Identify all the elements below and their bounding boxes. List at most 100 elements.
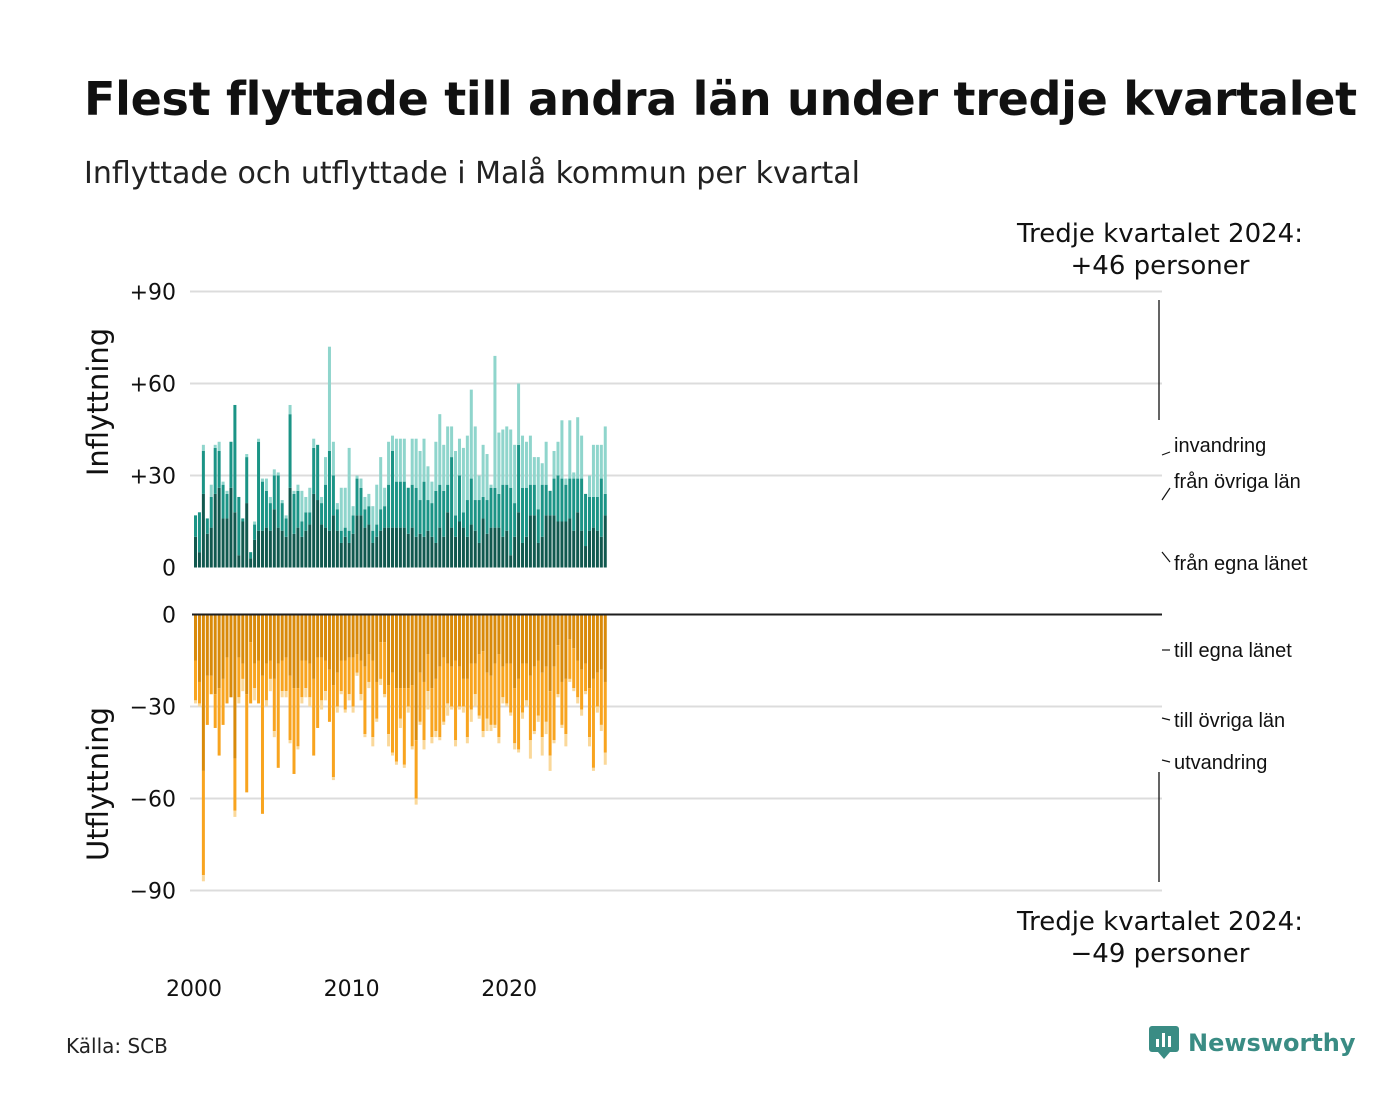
bar-fran-ovriga-lan xyxy=(418,500,422,534)
bar-invandring xyxy=(505,426,509,485)
bar-till-egna-lanet xyxy=(501,614,505,667)
bar-fran-ovriga-lan xyxy=(355,478,359,516)
bar-utvandring xyxy=(580,709,584,716)
bar-till-ovriga-lan xyxy=(351,657,355,707)
bar-fran-egna-lanet xyxy=(379,530,383,568)
bar-till-egna-lanet xyxy=(209,614,213,676)
bar-fran-egna-lanet xyxy=(595,530,599,568)
bar-till-ovriga-lan xyxy=(257,660,261,704)
bar-fran-ovriga-lan xyxy=(194,515,197,537)
bar-till-egna-lanet xyxy=(560,614,564,682)
bar-till-ovriga-lan xyxy=(536,660,540,716)
bar-fran-ovriga-lan xyxy=(544,484,548,516)
bar-invandring xyxy=(481,444,485,497)
bar-till-ovriga-lan xyxy=(509,663,513,713)
bar-fran-egna-lanet xyxy=(501,536,505,568)
bar-fran-egna-lanet xyxy=(473,530,477,568)
series-label-utvandring: utvandring xyxy=(1174,752,1267,774)
bar-till-egna-lanet xyxy=(505,614,509,664)
bar-utvandring xyxy=(473,694,477,707)
bar-till-ovriga-lan xyxy=(450,666,454,707)
bar-till-ovriga-lan xyxy=(245,694,249,793)
bar-fran-ovriga-lan xyxy=(398,481,402,528)
bar-fran-ovriga-lan xyxy=(477,500,481,543)
bar-fran-ovriga-lan xyxy=(528,484,532,516)
gridlines-inflow xyxy=(190,290,1162,477)
bar-till-ovriga-lan xyxy=(603,681,607,753)
bar-fran-ovriga-lan xyxy=(414,487,418,537)
bar-invandring xyxy=(351,506,355,516)
bar-utvandring xyxy=(576,697,580,704)
bar-invandring xyxy=(363,496,367,510)
brand-logo[interactable]: Newsworthy xyxy=(1148,1024,1356,1062)
bar-utvandring xyxy=(552,740,556,744)
bar-utvandring xyxy=(465,737,469,744)
bar-invandring xyxy=(379,457,383,510)
bar-till-ovriga-lan xyxy=(260,675,264,814)
bar-till-ovriga-lan xyxy=(465,678,469,738)
bar-fran-egna-lanet xyxy=(528,515,532,568)
bar-fran-ovriga-lan xyxy=(572,478,576,531)
bar-invandring xyxy=(343,487,347,528)
bar-till-egna-lanet xyxy=(398,614,402,689)
bar-utvandring xyxy=(505,703,509,707)
bar-till-ovriga-lan xyxy=(588,688,591,738)
bar-fran-egna-lanet xyxy=(229,487,233,568)
bar-till-ovriga-lan xyxy=(457,666,461,707)
bar-utvandring xyxy=(438,737,442,741)
bar-invandring xyxy=(509,429,513,488)
y-tick-label-inflow: +90 xyxy=(130,281,176,306)
bar-utvandring xyxy=(434,731,438,738)
bar-till-ovriga-lan xyxy=(422,681,426,741)
bar-till-ovriga-lan xyxy=(544,666,548,722)
bar-utvandring xyxy=(556,694,560,698)
y-tick-label-inflow: +60 xyxy=(130,373,176,398)
bar-till-egna-lanet xyxy=(371,614,375,661)
bar-fran-egna-lanet xyxy=(544,515,548,568)
bar-fran-egna-lanet xyxy=(414,536,418,568)
bar-invandring xyxy=(457,438,461,476)
annotation-bottom-line2: −49 personer xyxy=(1071,939,1250,969)
bar-utvandring xyxy=(233,810,237,817)
bar-till-ovriga-lan xyxy=(264,663,268,701)
bar-till-egna-lanet xyxy=(414,614,418,741)
bar-till-egna-lanet xyxy=(327,614,331,670)
bar-invandring xyxy=(517,383,521,445)
bar-utvandring xyxy=(264,700,268,707)
bar-fran-ovriga-lan xyxy=(426,500,430,531)
bar-invandring xyxy=(221,481,225,485)
bar-invandring xyxy=(394,438,398,482)
bar-fran-ovriga-lan xyxy=(343,527,347,537)
bar-till-egna-lanet xyxy=(347,614,351,658)
bar-utvandring xyxy=(489,724,493,732)
gridlines-outflow xyxy=(190,705,1162,892)
bar-fran-ovriga-lan xyxy=(580,478,584,531)
bar-utvandring xyxy=(387,734,391,747)
bar-fran-ovriga-lan xyxy=(304,512,308,531)
bar-fran-egna-lanet xyxy=(485,533,489,568)
bar-fran-ovriga-lan xyxy=(292,493,296,534)
bar-fran-egna-lanet xyxy=(584,546,588,568)
bar-invandring xyxy=(398,438,402,482)
chart-subtitle: Inflyttade och utflyttade i Malå kommun … xyxy=(84,156,860,191)
bar-till-ovriga-lan xyxy=(426,654,430,692)
bar-till-ovriga-lan xyxy=(548,691,552,756)
bar-till-egna-lanet xyxy=(217,614,221,689)
bar-fran-ovriga-lan xyxy=(481,496,485,519)
bar-invandring xyxy=(272,469,276,476)
bar-fran-egna-lanet xyxy=(540,536,544,568)
bar-fran-ovriga-lan xyxy=(521,487,525,543)
bar-fran-egna-lanet xyxy=(237,555,241,568)
bar-till-ovriga-lan xyxy=(217,688,221,756)
leader-invandring xyxy=(1161,451,1171,456)
bar-till-ovriga-lan xyxy=(308,663,312,698)
bar-utvandring xyxy=(324,691,328,701)
bar-invandring xyxy=(513,444,517,504)
bar-till-egna-lanet xyxy=(391,614,394,673)
bar-utvandring xyxy=(414,798,418,805)
bar-till-ovriga-lan xyxy=(532,666,536,732)
bar-utvandring xyxy=(391,752,394,756)
bar-till-ovriga-lan xyxy=(371,660,375,738)
bar-till-egna-lanet xyxy=(264,614,268,664)
bar-fran-ovriga-lan xyxy=(556,475,560,522)
